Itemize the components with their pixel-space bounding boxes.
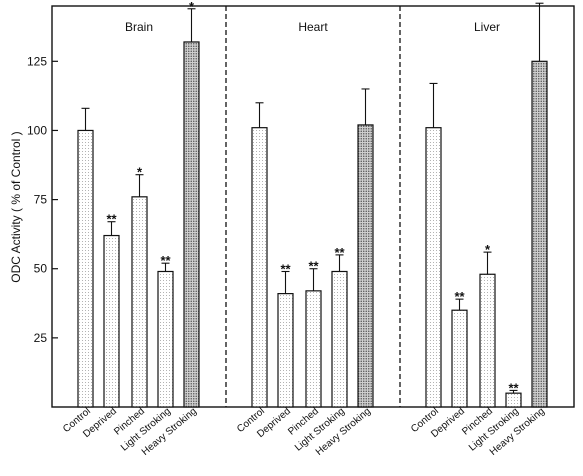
- bar: [305, 290, 322, 408]
- bar: [77, 129, 94, 408]
- panel-title: Liver: [474, 20, 500, 34]
- significance-marker: **: [106, 212, 117, 227]
- y-tick-label: 125: [27, 54, 47, 68]
- significance-marker: *: [137, 165, 143, 180]
- y-tick-label: 75: [34, 193, 48, 207]
- bar: [183, 41, 200, 408]
- bar: [157, 270, 174, 408]
- bar: [277, 293, 294, 408]
- y-axis-label: ODC Activity ( % of Control ): [9, 131, 23, 282]
- bar: [479, 273, 496, 408]
- bar: [331, 270, 348, 408]
- bar: [251, 127, 268, 408]
- significance-marker: **: [508, 380, 519, 395]
- y-axis: 25 50 75 100 125: [27, 54, 58, 345]
- bar: [357, 124, 374, 408]
- y-tick-label: 50: [34, 262, 48, 276]
- significance-marker: **: [308, 259, 319, 274]
- significance-marker: **: [454, 289, 465, 304]
- significance-marker: *: [485, 242, 491, 257]
- bar: [103, 234, 120, 408]
- significance-marker: **: [334, 245, 345, 260]
- bar: [451, 309, 468, 408]
- significance-marker: **: [280, 261, 291, 276]
- y-tick-label: 100: [27, 123, 47, 137]
- bar: [531, 60, 548, 408]
- panel-title: Heart: [298, 20, 328, 34]
- y-tick-label: 25: [34, 331, 48, 345]
- significance-marker: **: [160, 253, 171, 268]
- significance-marker: *: [189, 0, 195, 14]
- bar: [131, 196, 148, 408]
- bar: [425, 127, 442, 408]
- panel-title: Brain: [125, 20, 153, 34]
